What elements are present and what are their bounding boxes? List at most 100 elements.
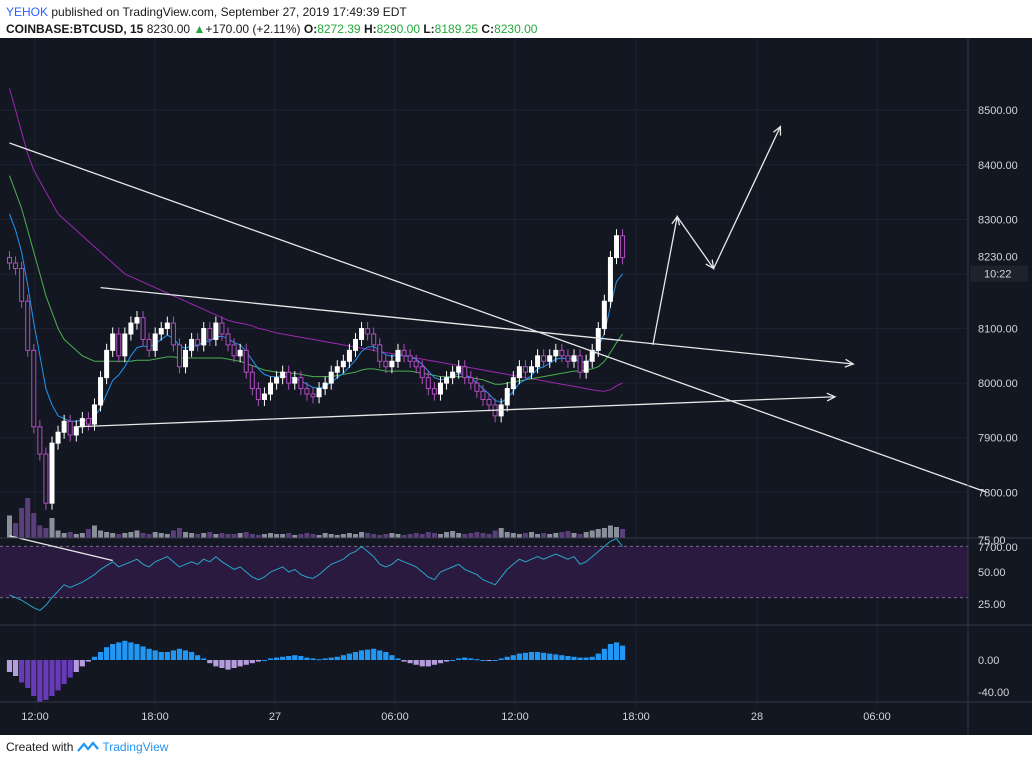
macd-bar: [371, 648, 377, 660]
candle-body: [535, 355, 541, 368]
candle-body: [61, 420, 67, 433]
volume-bar: [134, 530, 140, 538]
macd-bar: [249, 660, 255, 664]
macd-bar: [237, 660, 243, 667]
volume-bar: [371, 534, 377, 538]
projection-path: [652, 126, 781, 346]
candle-body: [268, 382, 274, 395]
candle-body: [377, 344, 383, 362]
candle-body: [116, 333, 122, 357]
candle-body: [480, 390, 486, 400]
volume-bar: [583, 532, 589, 538]
macd-bar: [395, 658, 401, 660]
macd-bar: [601, 648, 607, 660]
macd-bar: [43, 660, 49, 700]
volume-bar: [183, 532, 189, 538]
candle-body: [176, 344, 182, 368]
macd-tick-label: 0.00: [978, 655, 999, 667]
volume-bar: [322, 533, 328, 538]
trendlines: [9, 125, 987, 562]
macd-bar: [122, 640, 128, 660]
created-with-text: Created with: [6, 740, 74, 754]
macd-bar: [474, 659, 480, 661]
time-axis[interactable]: 12:00 18:00 27 06:00 12:00 18:00 28 06:00: [21, 711, 891, 723]
macd-bar: [450, 660, 456, 661]
candle-body: [389, 360, 395, 368]
chart-background: [0, 38, 1032, 735]
tradingview-brand[interactable]: TradingView: [102, 740, 169, 754]
volume-bar: [480, 533, 486, 538]
volume-bar: [170, 530, 176, 538]
macd-bar: [559, 655, 565, 660]
candle-body: [7, 257, 12, 264]
author-name[interactable]: YEHOK: [6, 5, 49, 19]
volume-bar: [547, 534, 553, 538]
price-candles: [7, 229, 626, 510]
volume-bar: [456, 533, 462, 538]
candle-body: [304, 388, 310, 395]
volume-bar: [431, 533, 437, 538]
volume-bar: [328, 534, 334, 538]
volume-bar: [359, 532, 365, 538]
last-price-label: 8230.00: [978, 252, 1018, 264]
volume-bars: [7, 498, 626, 538]
publish-info: YEHOK published on TradingView.com, Sept…: [6, 5, 407, 19]
macd-bar: [134, 644, 140, 660]
macd-bar: [377, 650, 383, 660]
macd-bar: [607, 644, 614, 660]
chart-canvas[interactable]: 8500.008400.008300.008200.008100.008000.…: [0, 38, 1032, 735]
macd-bar: [146, 648, 152, 660]
volume-bar: [607, 525, 613, 538]
macd-bar: [273, 657, 280, 660]
macd-bar: [91, 656, 98, 660]
macd-bar: [437, 660, 444, 664]
macd-bar: [310, 658, 316, 660]
macd-bar: [195, 655, 201, 660]
volume-bar: [73, 534, 79, 538]
time-tick-label: 18:00: [622, 711, 650, 723]
macd-bar: [189, 652, 195, 660]
volume-bar: [146, 534, 152, 538]
candle-body: [334, 366, 340, 373]
macd-bar: [528, 652, 535, 660]
candle-body: [437, 382, 443, 395]
candle-body: [450, 371, 456, 379]
volume-bar: [292, 535, 298, 538]
macd-bar: [304, 657, 310, 660]
candle-body: [346, 349, 352, 362]
candle-body: [43, 453, 49, 504]
candle-body: [225, 333, 231, 346]
volume-bar: [255, 535, 261, 538]
volume-bar: [334, 535, 340, 538]
volume-bar: [158, 533, 164, 538]
candle-body: [110, 333, 116, 351]
candle-body: [134, 317, 140, 324]
volume-bar: [61, 533, 67, 538]
macd-bar: [49, 660, 55, 696]
price-tick-label: 7700.00: [978, 542, 1018, 554]
candle-body: [231, 344, 237, 357]
candle-body: [189, 338, 195, 351]
macd-bar: [104, 647, 110, 660]
macd-bar: [547, 653, 553, 660]
candle-body: [577, 355, 583, 373]
candle-body: [510, 377, 516, 390]
macd-bar: [346, 653, 353, 660]
candle-body: [201, 328, 207, 346]
volume-bar: [280, 534, 286, 538]
volume-bar: [298, 534, 304, 538]
grid-lines: [0, 38, 968, 708]
change-arrow-icon: ▲: [193, 22, 206, 36]
volume-bar: [504, 532, 510, 538]
candle-body: [122, 333, 128, 357]
volume-bar: [140, 533, 146, 538]
macd-bar: [140, 646, 146, 660]
volume-bar: [19, 508, 25, 538]
macd-bar: [85, 660, 92, 662]
macd-bar: [401, 660, 407, 662]
volume-bar: [237, 533, 243, 538]
price-axis[interactable]: 8500.008400.008300.008200.008100.008000.…: [970, 105, 1028, 699]
macd-bar: [480, 660, 486, 661]
candle-body: [522, 366, 528, 373]
volume-bar: [340, 534, 346, 538]
